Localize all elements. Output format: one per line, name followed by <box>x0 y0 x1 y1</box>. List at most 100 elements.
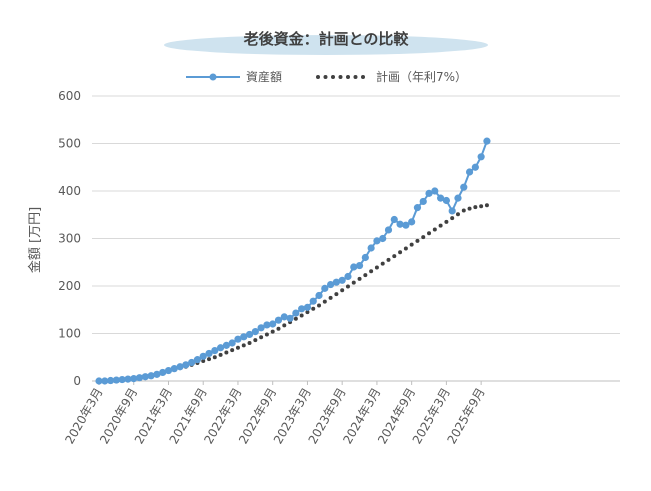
asset-point <box>205 349 213 358</box>
asset-point <box>315 291 323 300</box>
asset-point <box>408 218 416 226</box>
plan-point <box>340 288 345 293</box>
plan-point <box>351 280 356 285</box>
asset-point <box>396 220 404 228</box>
asset-point <box>234 335 242 343</box>
legend-dot <box>361 75 365 79</box>
plan-point <box>305 310 310 315</box>
asset-point <box>303 303 312 311</box>
asset-point <box>159 368 167 377</box>
plan-point <box>461 208 466 213</box>
plan-point <box>398 250 403 255</box>
legend-marker-asset <box>209 73 217 81</box>
asset-point <box>384 226 393 234</box>
plan-point <box>293 316 298 321</box>
legend-label-plan: 計画（年利7%） <box>376 69 467 84</box>
legend-label-asset: 資産額 <box>246 69 282 84</box>
plan-point <box>363 273 368 278</box>
chart-title: 老後資金：計画との比較 <box>243 30 410 48</box>
y-tick-label: 200 <box>58 279 81 293</box>
asset-point <box>130 375 138 383</box>
plan-point <box>201 359 206 364</box>
plan-point <box>259 335 264 340</box>
plan-point <box>450 216 455 221</box>
asset-point <box>211 347 219 355</box>
asset-point <box>153 370 161 378</box>
plan-point <box>299 313 304 318</box>
asset-point <box>379 234 387 243</box>
gridlines <box>92 95 620 382</box>
plan-point <box>444 219 449 224</box>
asset-point <box>199 352 207 360</box>
asset-point <box>274 316 283 324</box>
asset-point <box>216 344 225 352</box>
plan-point <box>386 257 391 262</box>
plan-point <box>473 205 478 210</box>
asset-point <box>292 309 300 317</box>
plan-point <box>403 246 408 251</box>
asset-point <box>251 328 259 336</box>
plan-point <box>415 238 420 243</box>
legend: 資産額 計画（年利7%） <box>186 69 467 84</box>
asset-point <box>118 375 126 384</box>
plan-point <box>218 352 223 357</box>
asset-point <box>448 207 456 215</box>
asset-point <box>402 221 410 229</box>
plan-point <box>369 269 374 274</box>
asset-point <box>101 377 109 385</box>
asset-point <box>257 324 265 332</box>
asset-point <box>263 321 271 329</box>
series-asset <box>95 137 491 385</box>
plan-point <box>230 348 235 353</box>
asset-point <box>460 183 468 191</box>
plan-point <box>235 345 240 350</box>
legend-dot <box>323 75 328 79</box>
asset-point <box>240 333 248 341</box>
asset-point <box>419 197 427 206</box>
title-banner <box>164 35 488 55</box>
plan-point <box>467 206 472 211</box>
plan-point <box>270 329 275 334</box>
asset-point <box>188 358 196 367</box>
asset-point <box>124 375 132 383</box>
plan-point <box>322 299 327 304</box>
y-tick-label: 0 <box>73 374 81 388</box>
asset-point <box>147 372 155 380</box>
y-tick-label: 100 <box>58 327 81 341</box>
asset-point <box>373 237 381 245</box>
asset-point <box>309 297 317 305</box>
asset-point <box>106 376 115 385</box>
plan-point <box>241 343 246 348</box>
plan-point <box>409 242 414 247</box>
asset-point <box>164 366 173 375</box>
asset-point <box>355 261 364 270</box>
asset-point <box>454 194 462 202</box>
plan-point <box>334 292 339 297</box>
plan-point <box>247 341 252 345</box>
y-axis-title: 金額 [万円] <box>27 207 43 273</box>
asset-point <box>176 363 184 371</box>
asset-point <box>182 361 190 369</box>
y-tick-label: 600 <box>58 89 81 103</box>
asset-point <box>228 339 236 347</box>
y-tick-label: 300 <box>58 232 81 246</box>
plan-point <box>224 350 229 355</box>
asset-point <box>471 163 479 171</box>
asset-point <box>269 320 277 328</box>
plan-point <box>317 303 322 308</box>
y-tick-label: 500 <box>58 137 81 151</box>
plan-point <box>207 357 212 362</box>
plan-point <box>311 306 316 311</box>
asset-point <box>367 244 375 252</box>
asset-point <box>332 278 340 286</box>
plan-point <box>455 212 460 217</box>
plan-point <box>374 265 379 270</box>
asset-point <box>477 153 485 161</box>
plan-point <box>264 332 269 337</box>
legend-dot <box>338 75 343 79</box>
asset-point <box>170 365 178 373</box>
asset-point <box>390 215 398 224</box>
asset-point <box>338 276 346 284</box>
legend-swatch-plan <box>316 75 365 79</box>
asset-point <box>222 341 230 349</box>
